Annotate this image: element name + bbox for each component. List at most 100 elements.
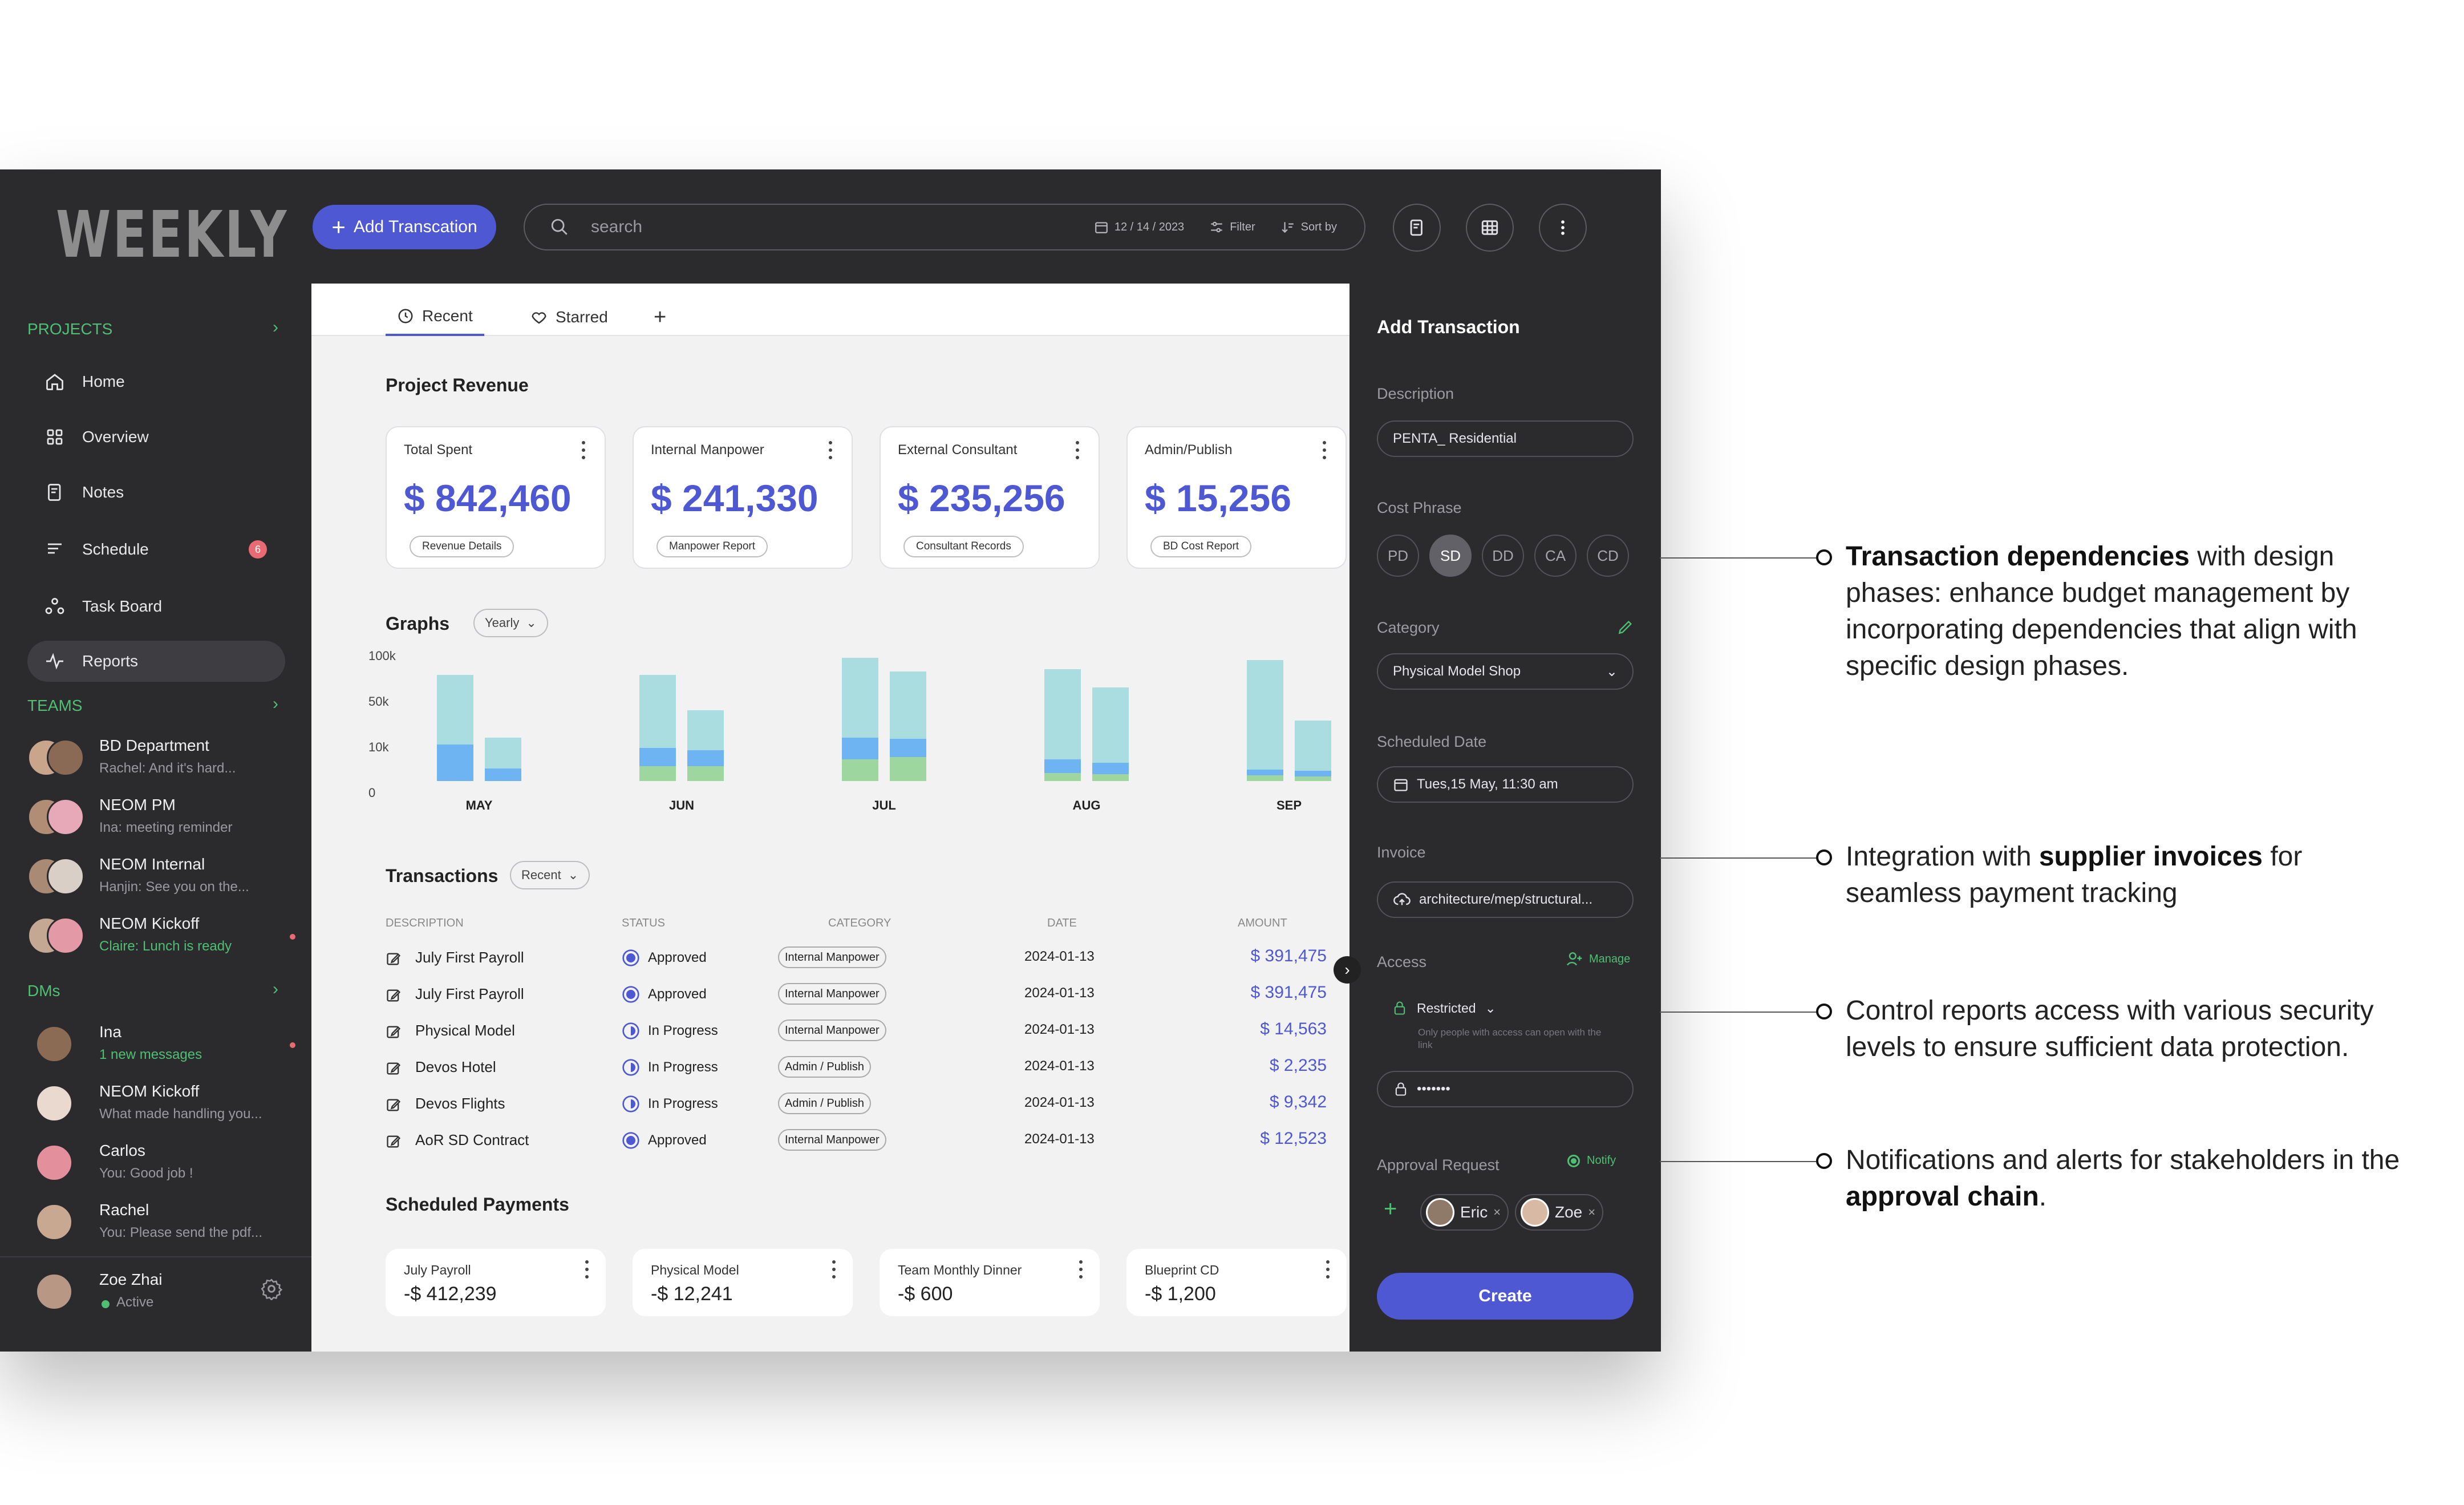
card-report-link[interactable]: Manpower Report (656, 536, 768, 557)
phase-option[interactable]: CA (1534, 535, 1577, 577)
phase-option[interactable]: PD (1377, 535, 1419, 577)
team-item[interactable]: NEOM Internal Hanjin: See you on the... (27, 849, 295, 901)
plus-icon: + (331, 213, 346, 240)
report-button[interactable] (1393, 204, 1441, 252)
chevron-right-icon[interactable]: › (273, 318, 278, 337)
dm-last-message: What made handling you... (99, 1106, 262, 1122)
chart-bar (1247, 660, 1283, 781)
chart-bar (890, 671, 926, 781)
team-item[interactable]: NEOM PM Ina: meeting reminder (27, 790, 295, 841)
filter-label: Filter (1230, 220, 1255, 233)
add-transaction-button[interactable]: + Add Transcation (313, 205, 496, 249)
edit-pencil-icon[interactable] (1616, 618, 1635, 636)
description-input[interactable]: PENTA_ Residential (1377, 420, 1634, 457)
bar-segment-base (890, 671, 926, 739)
dm-item[interactable]: Rachel You: Please send the pdf... (27, 1195, 295, 1247)
search-bar[interactable]: search 12 / 14 / 2023 Filter Sort by (524, 204, 1365, 250)
edit-icon[interactable] (386, 1061, 402, 1077)
more-vertical-icon[interactable] (832, 1260, 836, 1279)
card-report-link[interactable]: Revenue Details (410, 536, 514, 557)
row-amount: $ 391,475 (1250, 946, 1327, 965)
team-avatars (27, 798, 90, 838)
edit-icon[interactable] (386, 1024, 402, 1040)
chevron-right-icon[interactable]: › (1334, 956, 1361, 984)
table-row[interactable]: Devos Flights In Progress Admin / Publish 2… (386, 1087, 1327, 1121)
remove-icon[interactable]: × (1493, 1205, 1501, 1219)
dm-item[interactable]: Carlos You: Good job ! (27, 1136, 295, 1187)
sidebar-item-reports[interactable]: Reports (27, 641, 285, 682)
access-level-dropdown[interactable]: Restricted ⌄ (1392, 1000, 1496, 1016)
sidebar-item-home[interactable]: Home (27, 361, 285, 402)
table-row[interactable]: Physical Model In Progress Internal Manpow… (386, 1014, 1327, 1048)
team-item[interactable]: NEOM Kickoff Claire: Lunch is ready (27, 909, 295, 960)
category-dropdown[interactable]: Physical Model Shop ⌄ (1377, 653, 1634, 690)
remove-icon[interactable]: × (1588, 1205, 1596, 1219)
unread-dot (290, 1042, 295, 1048)
scheduled-date-input[interactable]: Tues,15 May, 11:30 am (1377, 766, 1634, 803)
notify-toggle[interactable]: Notify (1567, 1154, 1616, 1167)
sidebar-item-notes[interactable]: Notes (27, 472, 285, 513)
callout-line (1660, 557, 1824, 559)
more-vertical-icon[interactable] (1079, 1260, 1083, 1279)
add-approver-button[interactable]: + (1384, 1196, 1397, 1221)
manage-access-button[interactable]: Manage (1565, 950, 1630, 968)
card-report-link[interactable]: BD Cost Report (1150, 536, 1252, 557)
dm-item[interactable]: Ina 1 new messages (27, 1017, 295, 1069)
more-vertical-icon[interactable] (829, 441, 832, 459)
status-label: Approved (648, 986, 707, 1002)
approver-chip[interactable]: Eric × (1420, 1194, 1509, 1231)
add-tab-button[interactable]: + (654, 305, 667, 329)
sidebar-item-task-board[interactable]: Task Board (27, 586, 285, 627)
invoice-upload-field[interactable]: architecture/mep/structural... (1377, 881, 1634, 918)
sort-button[interactable]: Sort by (1280, 220, 1337, 234)
dm-item[interactable]: NEOM Kickoff What made handling you... (27, 1077, 295, 1128)
edit-icon[interactable] (386, 951, 402, 967)
chevron-right-icon[interactable]: › (273, 980, 278, 998)
more-menu-button[interactable] (1539, 204, 1587, 252)
more-vertical-icon[interactable] (585, 1260, 589, 1279)
password-field[interactable]: ••••••• (1377, 1071, 1634, 1107)
schedule-icon (48, 543, 62, 554)
phase-option[interactable]: DD (1482, 535, 1524, 577)
table-row[interactable]: July First Payroll Approved Internal Manpo… (386, 941, 1327, 975)
dm-avatar (27, 1085, 90, 1124)
more-vertical-icon[interactable] (1326, 1260, 1330, 1279)
table-row[interactable]: Devos Hotel In Progress Admin / Publish 202… (386, 1050, 1327, 1085)
callout-pre: Notifications and alerts for stakeholder… (1846, 1145, 2400, 1175)
add-transaction-panel: Add Transaction Description PENTA_ Resid… (1349, 284, 1661, 1352)
sidebar-item-overview[interactable]: Overview (27, 416, 285, 458)
edit-icon[interactable] (386, 988, 402, 1004)
row-amount: $ 391,475 (1250, 983, 1327, 1002)
more-vertical-icon[interactable] (1076, 441, 1079, 459)
search-input[interactable]: search (591, 217, 643, 236)
chevron-right-icon[interactable]: › (273, 694, 278, 713)
date-picker[interactable]: 12 / 14 / 2023 (1094, 220, 1184, 234)
table-row[interactable]: AoR SD Contract Approved Internal Manpower… (386, 1123, 1327, 1158)
approver-chip[interactable]: Zoe × (1515, 1194, 1604, 1231)
phase-option[interactable]: CD (1587, 535, 1629, 577)
filter-button[interactable]: Filter (1209, 220, 1255, 234)
settings-gear-icon[interactable] (260, 1277, 283, 1300)
edit-icon[interactable] (386, 1097, 402, 1113)
phase-option-selected[interactable]: SD (1429, 535, 1472, 577)
graphs-range-dropdown[interactable]: Yearly ⌄ (473, 609, 548, 637)
current-user[interactable]: Zoe Zhai Active (27, 1265, 295, 1316)
card-report-link[interactable]: Consultant Records (903, 536, 1024, 557)
team-item[interactable]: BD Department Rachel: And it's hard... (27, 731, 295, 782)
tab-starred[interactable]: Starred (530, 298, 608, 336)
table-view-button[interactable] (1466, 204, 1514, 252)
row-amount: $ 2,235 (1269, 1056, 1327, 1075)
chart-bar (842, 658, 878, 781)
more-vertical-icon[interactable] (1323, 441, 1326, 459)
bar-segment-base (842, 658, 878, 738)
row-date: 2024-01-13 (1024, 1095, 1095, 1110)
create-button[interactable]: Create (1377, 1273, 1634, 1320)
transactions-filter-dropdown[interactable]: Recent ⌄ (510, 861, 590, 889)
tab-recent[interactable]: Recent (386, 298, 484, 336)
sidebar-item-schedule[interactable]: Schedule 6 (27, 529, 285, 570)
table-row[interactable]: July First Payroll Approved Internal Manpo… (386, 977, 1327, 1012)
edit-icon[interactable] (386, 1134, 402, 1150)
more-vertical-icon[interactable] (582, 441, 585, 459)
sidebar-item-label: Task Board (82, 597, 163, 615)
bar-segment-mid (687, 750, 724, 766)
